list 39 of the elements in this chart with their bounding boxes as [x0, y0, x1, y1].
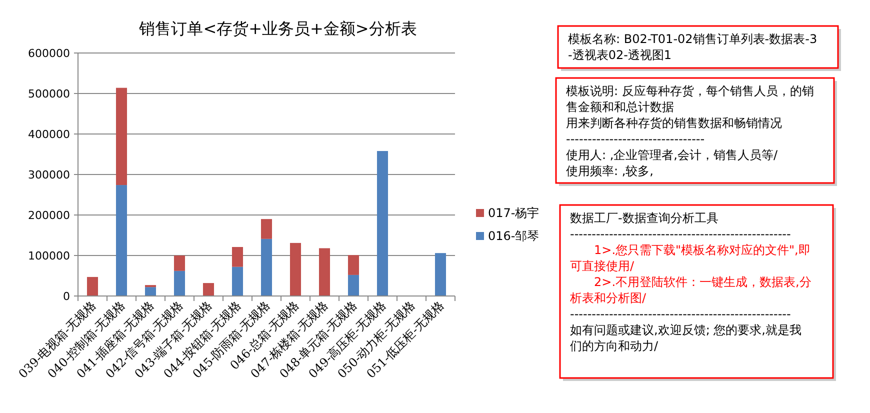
bar [318, 248, 330, 296]
text: 1>.您只需下载"模板名称对应的文件",即可直接使用/ [570, 243, 810, 273]
bar [116, 185, 128, 296]
bar [260, 219, 272, 239]
text: -------------------------------- [566, 132, 705, 146]
text: 数据工厂-数据查询分析工具 [570, 211, 718, 225]
bar [174, 256, 186, 271]
text: 使用频率: ,较多, [566, 164, 654, 178]
text: 模板说明: 反应每种存货，每个销售人员，的销售金额和和总计数据 [566, 84, 814, 114]
bar [376, 151, 388, 296]
text: --------------------------------------------------- [570, 227, 791, 241]
text: 使用人: ,企业管理者,会计，销售人员等/ [566, 148, 778, 162]
y-tick-label: 400000 [28, 128, 70, 141]
bar [348, 274, 360, 296]
bar [86, 276, 98, 296]
bar [202, 283, 214, 296]
text: 2>.不用登陆软件：一键生成，数据表,分析表和分析图/ [569, 275, 812, 305]
legend-label: 017-杨宇 [488, 206, 540, 220]
y-tick-label: 500000 [28, 88, 70, 100]
y-tick-label: 600000 [28, 47, 70, 60]
y-tick-label: 200000 [28, 209, 70, 222]
bar [116, 88, 128, 186]
y-tick-label: 0 [63, 290, 70, 303]
bar [260, 238, 272, 296]
bar [174, 270, 186, 296]
text: --------------------------------------------------- [570, 307, 791, 321]
y-tick-label: 100000 [28, 250, 70, 262]
bar [290, 242, 302, 296]
bar [232, 266, 244, 296]
y-tick-label: 300000 [28, 168, 70, 182]
bar [434, 253, 446, 296]
text: 用来判断各种存货的销售数据和畅销情况 [566, 116, 782, 130]
bar [348, 255, 360, 275]
legend-label: 016-邹琴 [488, 229, 540, 243]
text: 如有问题或建议,欢迎反馈; 您的要求,就是我们的方向和动力/ [570, 323, 802, 353]
bar [232, 246, 244, 267]
text: 模板名称: B02-T01-02销售订单列表-数据表-3-透视表02-透视图1 [568, 32, 818, 62]
chart-title: 销售订单<存货+业务员+金额>分析表 [138, 19, 417, 38]
bar [144, 287, 156, 296]
